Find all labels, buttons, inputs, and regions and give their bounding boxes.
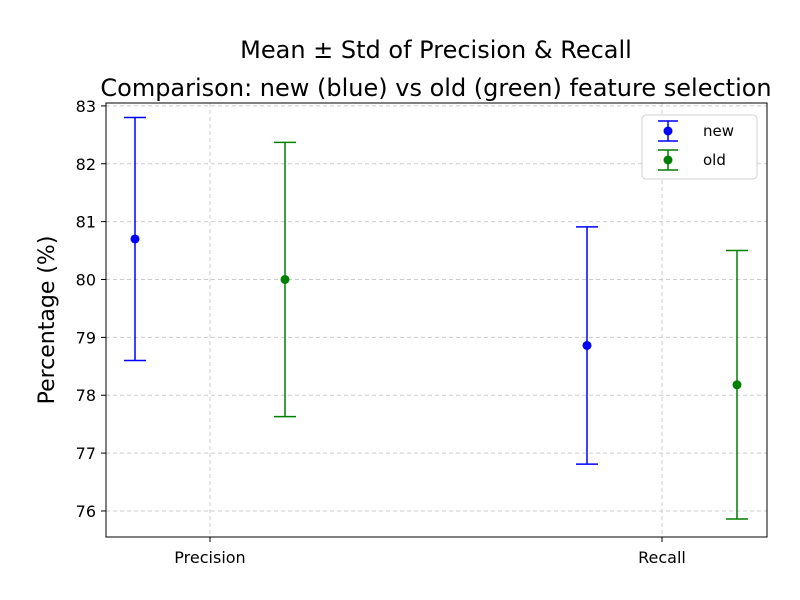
y-tick-label: 77 bbox=[76, 444, 96, 463]
grid bbox=[106, 103, 767, 537]
x-tick-label: Precision bbox=[174, 548, 245, 567]
legend-marker-old bbox=[663, 155, 673, 165]
x-tick-label: Recall bbox=[638, 548, 686, 567]
y-tick-label: 82 bbox=[76, 155, 96, 174]
mean-point-new bbox=[130, 234, 140, 244]
y-tick-label: 76 bbox=[76, 502, 96, 521]
chart-subtitle: Comparison: new (blue) vs old (green) fe… bbox=[100, 74, 771, 102]
y-tick-label: 81 bbox=[76, 213, 96, 232]
y-axis-label: Percentage (%) bbox=[35, 236, 60, 405]
y-tick-label: 80 bbox=[76, 270, 96, 289]
mean-point-new bbox=[582, 340, 592, 350]
legend-label-new: new bbox=[703, 122, 734, 140]
mean-point-old bbox=[280, 274, 290, 284]
y-tick-label: 79 bbox=[76, 328, 96, 347]
legend: new old bbox=[641, 114, 758, 180]
axes: 76 77 78 79 80 81 82 83 Precision Recall bbox=[76, 97, 686, 567]
chart-title: Mean ± Std of Precision & Recall bbox=[240, 36, 632, 64]
legend-label-old: old bbox=[703, 151, 726, 169]
mean-point-old bbox=[732, 380, 742, 390]
y-tick-label: 83 bbox=[76, 97, 96, 116]
y-tick-label: 78 bbox=[76, 386, 96, 405]
legend-marker-new bbox=[663, 126, 673, 136]
data-marks bbox=[124, 116, 748, 520]
plot-frame bbox=[105, 102, 768, 538]
